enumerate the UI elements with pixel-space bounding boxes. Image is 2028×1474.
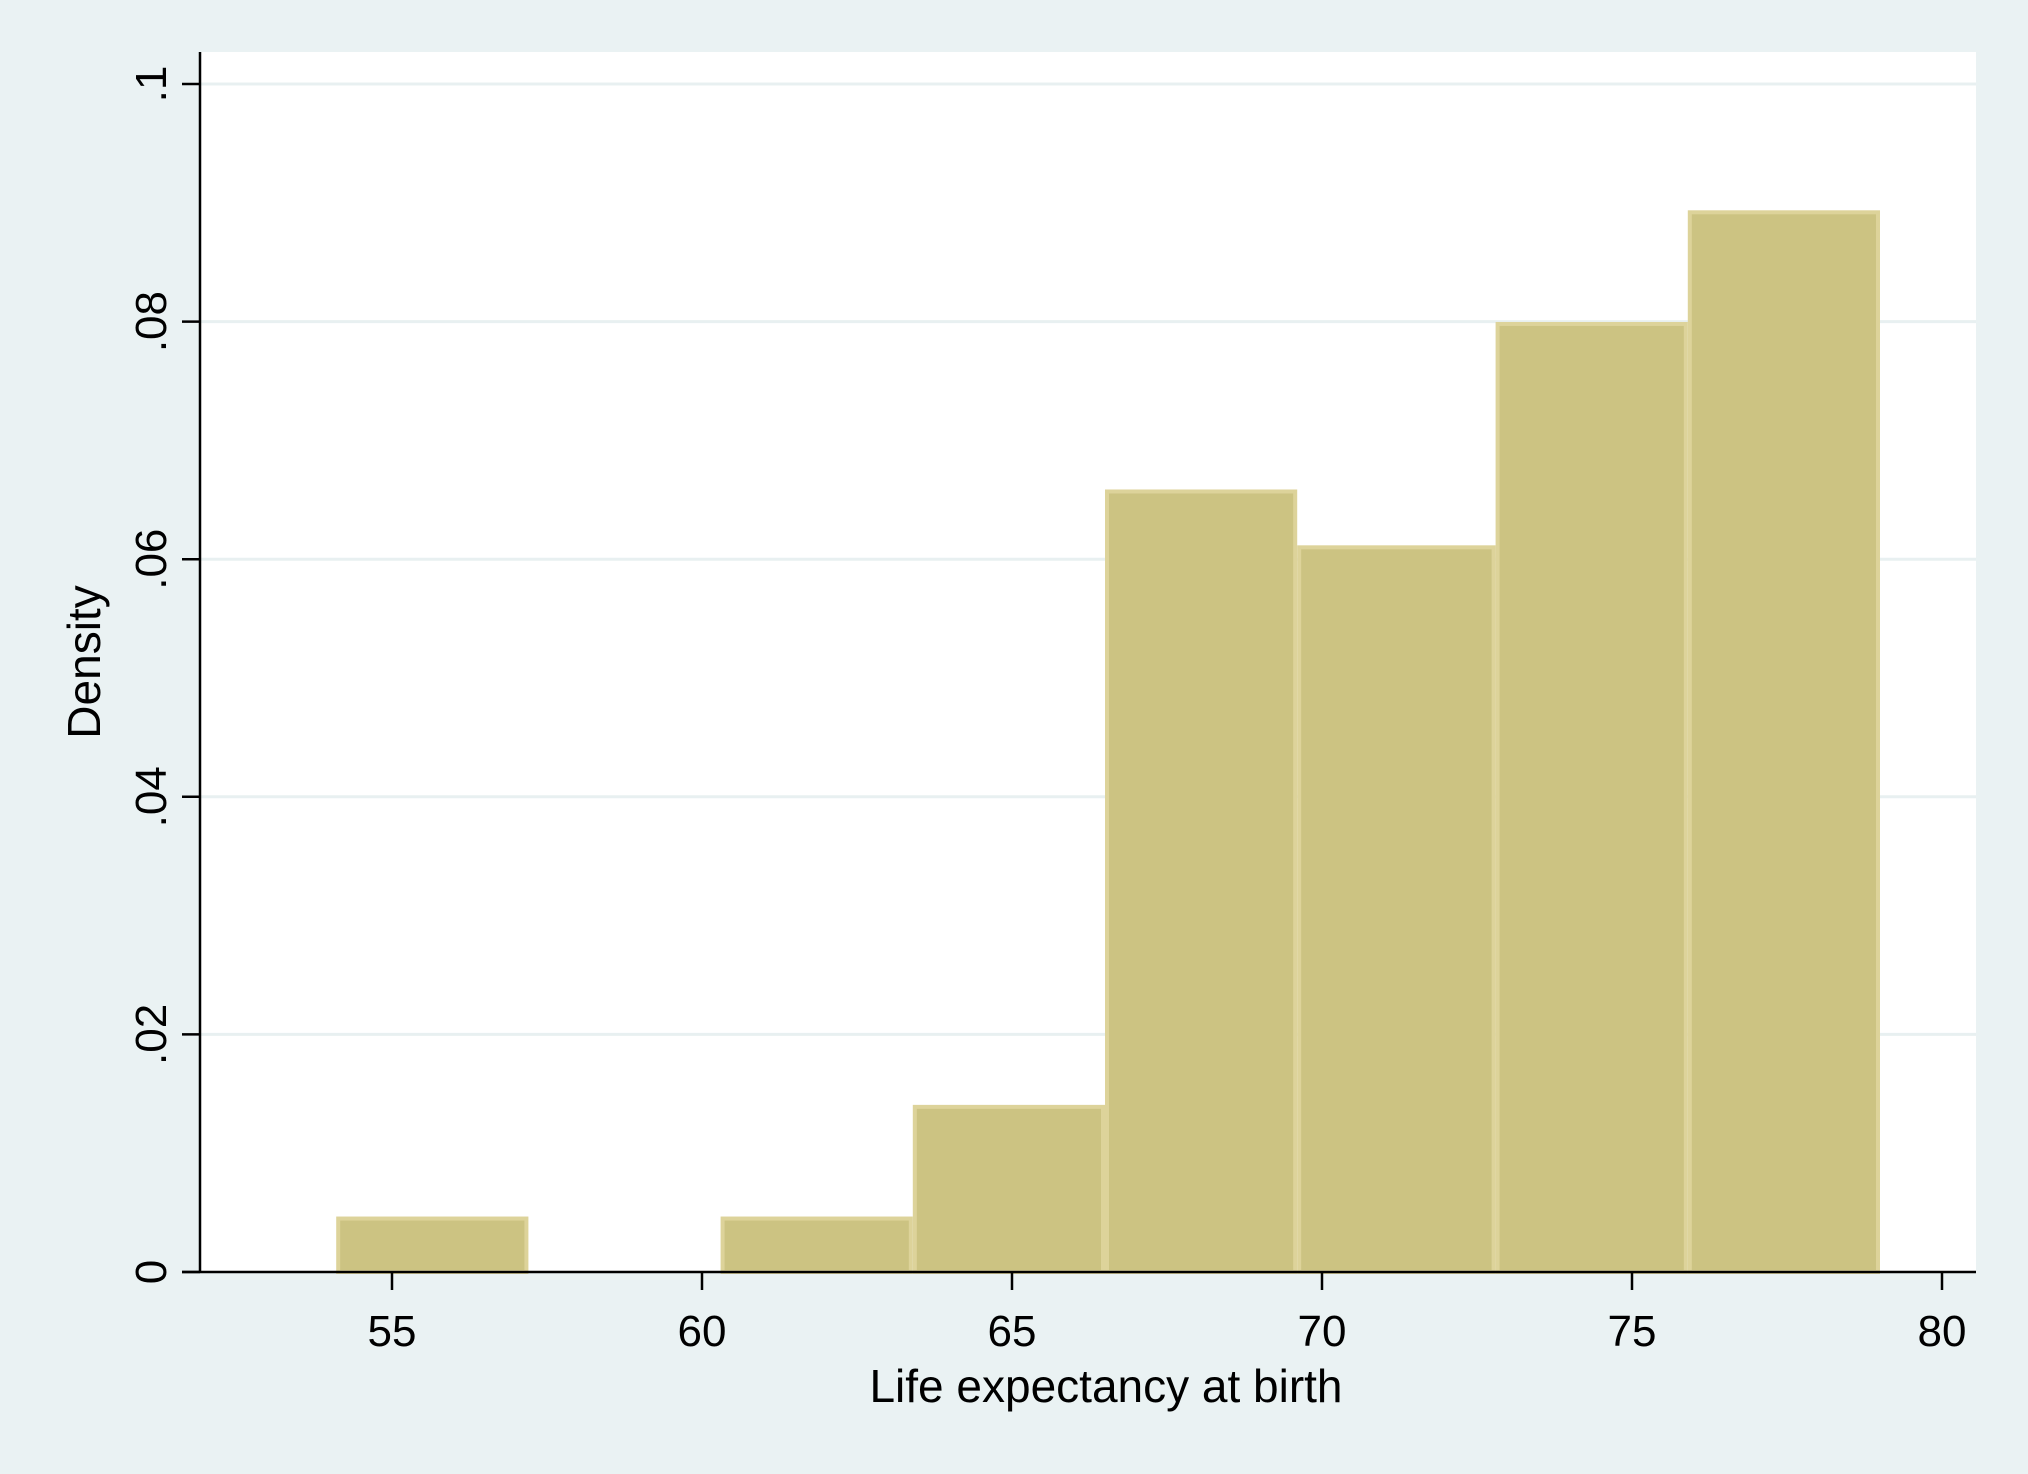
x-axis-title: Life expectancy at birth [869, 1360, 1342, 1412]
histogram-bar-3 [912, 1104, 1105, 1275]
axes [182, 52, 1976, 1274]
y-tick-label-0: 0 [127, 1260, 176, 1284]
histogram-bar-4 [1105, 489, 1298, 1274]
y-tick-label-5: .1 [127, 66, 176, 103]
histogram-bar-2 [720, 1216, 913, 1275]
x-tick-label-4: 75 [1608, 1307, 1657, 1356]
histogram-bars [336, 210, 1881, 1275]
y-tick-label-3: .06 [127, 529, 176, 590]
x-tick-label-1: 60 [678, 1307, 727, 1356]
y-axis-ticks: 0 .02 .04 .06 .08 .1 [127, 66, 200, 1284]
histogram-bar-6 [1495, 321, 1688, 1274]
histogram-bar-7 [1687, 210, 1881, 1275]
x-axis-ticks: 55 60 65 70 75 80 [368, 1272, 1967, 1356]
y-tick-label-1: .02 [127, 1004, 176, 1065]
y-axis-title: Density [58, 585, 110, 738]
x-tick-label-5: 80 [1918, 1307, 1967, 1356]
histogram-bar-0 [336, 1216, 529, 1275]
x-tick-label-2: 65 [988, 1307, 1037, 1356]
x-tick-label-0: 55 [368, 1307, 417, 1356]
y-tick-label-4: .08 [127, 291, 176, 352]
histogram-bar-5 [1297, 545, 1496, 1274]
y-tick-label-2: .04 [127, 766, 176, 827]
x-tick-label-3: 70 [1298, 1307, 1347, 1356]
